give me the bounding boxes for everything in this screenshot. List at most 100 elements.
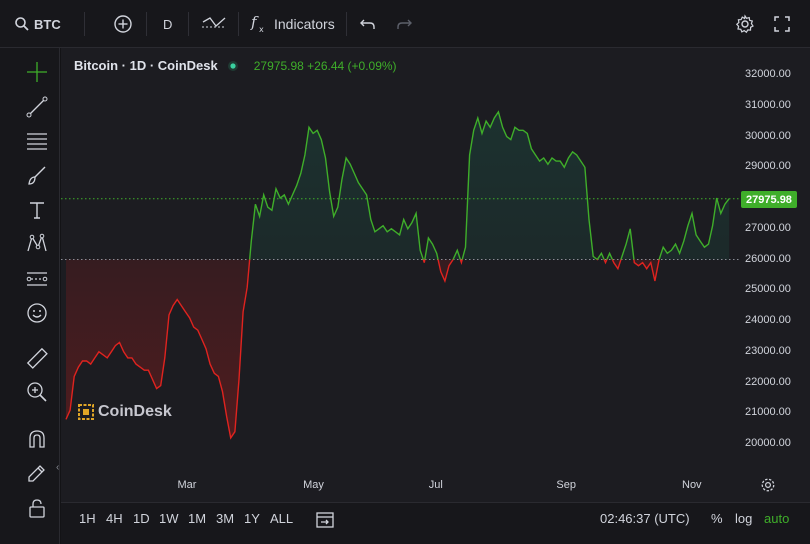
clock-time[interactable]: 02:46:37 (UTC) [600, 511, 690, 526]
x-tick-label: Jul [428, 479, 443, 491]
y-tick-label: 23000.00 [745, 344, 791, 357]
drawing-toolbar: ‹ [0, 48, 60, 544]
fullscreen-button[interactable] [773, 8, 791, 40]
forecast-tool[interactable] [22, 265, 52, 293]
collapse-arrow-icon[interactable]: ‹ [56, 462, 60, 473]
y-tick-label: 21000.00 [745, 406, 791, 419]
chart-legend: Bitcoin · 1D · CoinDesk 27975.98 +26.44 … [74, 58, 397, 73]
text-icon [30, 202, 44, 219]
y-tick-label: 24000.00 [745, 314, 791, 326]
brush-icon [28, 166, 46, 185]
price-chart[interactable] [61, 48, 810, 502]
divider [346, 12, 347, 36]
range-button-all[interactable]: ALL [270, 511, 294, 526]
symbol-label: BTC [34, 16, 61, 32]
gear-icon [761, 478, 775, 492]
status-dot-icon [227, 60, 238, 71]
zoom-tool[interactable] [22, 378, 52, 406]
chart-style-button[interactable] [200, 8, 228, 40]
svg-text:x: x [259, 25, 264, 34]
interval-button[interactable]: D [163, 8, 172, 40]
last-price-badge: 27975.98 [741, 191, 797, 208]
lock-tool[interactable] [22, 494, 52, 522]
range-button-1m[interactable]: 1M [188, 511, 207, 526]
range-button-1h[interactable]: 1H [79, 511, 96, 526]
price-line-up [248, 110, 730, 260]
symbol-search[interactable]: BTC [14, 8, 61, 40]
emoji-tool[interactable] [22, 299, 52, 327]
crosshair-tool[interactable] [22, 58, 52, 86]
y-tick-label: 31000.00 [745, 98, 791, 111]
lock-icon [29, 499, 45, 518]
go-to-date-button[interactable] [315, 509, 335, 534]
range-button-3m[interactable]: 3M [216, 511, 235, 526]
line-style-icon [202, 17, 226, 28]
drawing-mode-tool[interactable] [22, 459, 52, 487]
price-line-down [65, 259, 660, 440]
y-tick-label: 32000.00 [745, 68, 791, 80]
text-tool[interactable] [22, 196, 52, 224]
y-tick-label: 26000.00 [745, 252, 791, 265]
fullscreen-icon [774, 16, 790, 32]
gear-icon [735, 14, 754, 34]
range-button-1d[interactable]: 1D [133, 511, 150, 526]
axis-settings-button[interactable] [760, 477, 776, 498]
undo-icon [360, 19, 375, 29]
range-icon [26, 272, 48, 286]
legend-title: Bitcoin · 1D · CoinDesk [74, 58, 218, 73]
redo-button[interactable] [395, 8, 413, 40]
undo-button[interactable] [359, 8, 377, 40]
y-tick-label: 22000.00 [745, 375, 791, 388]
add-circle-icon [114, 15, 132, 33]
divider [238, 12, 239, 36]
svg-text:f: f [250, 14, 259, 31]
y-tick-label: 30000.00 [745, 129, 791, 142]
percent-toggle[interactable]: % [711, 511, 723, 526]
y-tick-label: 27000.00 [745, 221, 791, 234]
pencil-lock-icon [28, 465, 45, 482]
redo-icon [397, 19, 412, 29]
area-above-baseline [66, 111, 730, 260]
y-tick-label: 29000.00 [745, 160, 791, 173]
auto-toggle[interactable]: auto [764, 511, 790, 526]
measure-tool[interactable] [22, 344, 52, 372]
magnet-icon [29, 430, 45, 448]
legend-price: 27975.98 +26.44 (+0.09%) [254, 59, 397, 73]
trend-line-tool[interactable] [22, 93, 52, 121]
zoom-in-icon [27, 382, 47, 402]
compare-button[interactable] [112, 8, 134, 40]
watermark-text: CoinDesk [98, 403, 172, 420]
y-tick-label: 20000.00 [745, 437, 791, 449]
smile-icon [27, 303, 47, 323]
pattern-tool[interactable] [22, 230, 52, 258]
calendar-arrow-icon [316, 512, 334, 528]
horizontal-lines-icon [27, 133, 47, 150]
x-tick-label: Sep [556, 479, 576, 491]
range-button-1w[interactable]: 1W [159, 511, 179, 526]
x-tick-label: Mar [177, 479, 197, 491]
divider [188, 12, 189, 36]
interval-label: D [163, 16, 173, 32]
legend-last: 27975.98 [253, 58, 304, 73]
brush-tool[interactable] [22, 162, 52, 190]
log-toggle[interactable]: log [735, 511, 753, 526]
divider [84, 12, 85, 36]
magnet-tool[interactable] [22, 425, 52, 453]
trend-line-icon [26, 96, 48, 118]
range-button-4h[interactable]: 4H [106, 511, 123, 526]
chart-area[interactable] [61, 48, 810, 502]
range-button-1y[interactable]: 1Y [244, 511, 260, 526]
settings-button[interactable] [735, 8, 755, 40]
fib-tool[interactable] [22, 127, 52, 155]
y-tick-label: 25000.00 [745, 283, 791, 296]
divider [146, 12, 147, 36]
area-below-baseline [66, 259, 730, 438]
legend-change: +26.44 (+0.09%) [307, 58, 397, 73]
crosshair-icon [27, 62, 47, 82]
pattern-icon [27, 233, 47, 252]
bottom-toolbar: 1H 4H 1D 1W 1M 3M 1Y ALL 02:46:37 (UTC) % log a… [61, 502, 810, 544]
indicators-label: Indicators [274, 16, 335, 32]
